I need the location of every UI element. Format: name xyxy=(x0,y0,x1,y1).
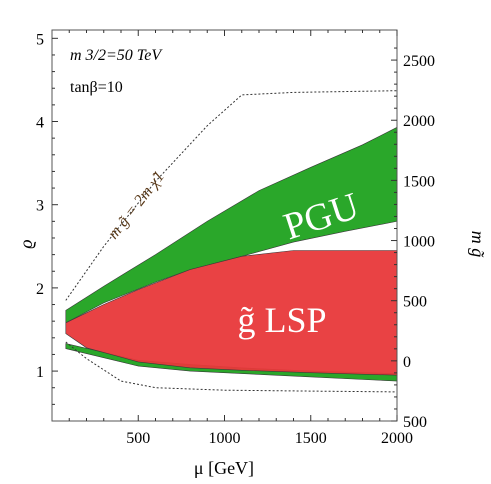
y2-tick-label: 500 xyxy=(403,294,427,311)
y2-axis-label: m g̃ xyxy=(468,231,488,258)
chart-regions xyxy=(65,126,398,382)
inset-m32: m 3/2=50 TeV xyxy=(70,47,163,64)
inset-tanbeta: tanβ=10 xyxy=(70,79,123,96)
lsp-label: g̃ LSP xyxy=(237,300,326,340)
y-tick-label: 2 xyxy=(36,281,44,298)
x-tick-label: 2000 xyxy=(381,430,413,447)
y-tick-label: 4 xyxy=(36,115,44,132)
x-tick-label: 1500 xyxy=(295,430,327,447)
y-axis-label: ϱ xyxy=(16,239,36,248)
x-tick-label: 1000 xyxy=(209,430,241,447)
x-tick-label: 500 xyxy=(126,430,150,447)
curve-upper xyxy=(65,90,398,301)
y2-tick-label: 500 xyxy=(403,414,427,431)
curve-label: m g̃ = 2m χ̃1 xyxy=(105,168,168,242)
y2-tick-label: 2500 xyxy=(403,53,435,70)
y-tick-label: 3 xyxy=(36,198,44,215)
y2-tick-label: 1500 xyxy=(403,173,435,190)
y-tick-label: 1 xyxy=(36,364,44,381)
y2-tick-label: 2000 xyxy=(403,113,435,130)
y2-tick-label: 0 xyxy=(403,354,411,371)
chart-curves xyxy=(65,90,398,393)
axis-ticks: 500 1000 1500 2000 1 2 3 4 5 2500 2000 1500 1000 500 0… xyxy=(36,30,435,447)
y2-tick-label: 1000 xyxy=(403,234,435,251)
x-axis-label: μ [GeV] xyxy=(194,458,254,478)
y-tick-label: 5 xyxy=(36,31,44,48)
